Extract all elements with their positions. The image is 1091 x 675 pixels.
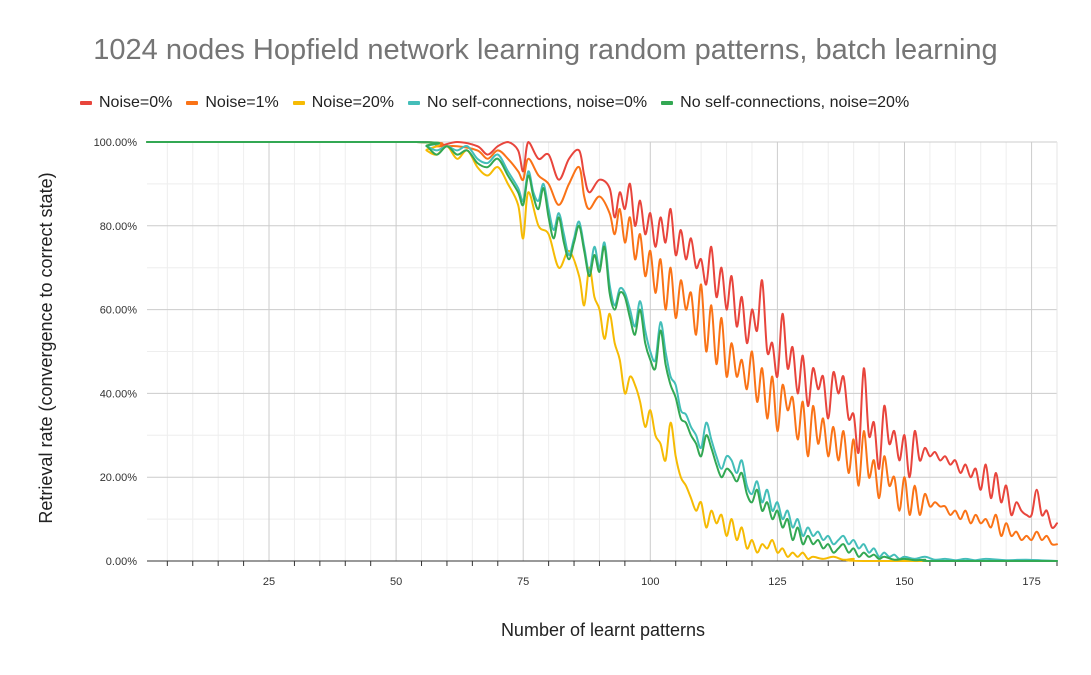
x-axis-label: Number of learnt patterns — [501, 620, 705, 640]
legend-swatch — [408, 101, 421, 105]
x-tick-label: 25 — [263, 576, 275, 588]
x-tick-label: 125 — [768, 576, 786, 588]
x-tick-label: 150 — [895, 576, 913, 588]
series-lines — [146, 140, 1058, 563]
x-tick-label: 100 — [641, 576, 659, 588]
y-tick-label: 100.00% — [94, 137, 138, 149]
legend-item-noise-1[interactable]: Noise=1% — [186, 94, 279, 112]
y-axis-label: Retrieval rate (convergence to correct s… — [36, 172, 56, 523]
series-line-1 — [146, 140, 1058, 546]
legend: Noise=0% Noise=1% Noise=20% No self-conn… — [80, 92, 923, 114]
y-tick-label: 20.00% — [100, 472, 138, 484]
x-tick-label: 175 — [1022, 576, 1040, 588]
legend-swatch — [661, 101, 674, 105]
legend-swatch — [80, 101, 92, 105]
legend-item-noise-20[interactable]: Noise=20% — [292, 94, 395, 112]
legend-swatch — [186, 101, 199, 105]
x-tick-label: 75 — [517, 576, 529, 588]
legend-swatch — [292, 101, 305, 105]
series-line-0 — [146, 140, 1058, 529]
legend-label: No self-connections, noise=20% — [680, 94, 910, 111]
legend-label: Noise=0% — [99, 94, 173, 111]
y-tick-label: 80.00% — [100, 221, 138, 233]
legend-label: Noise=1% — [205, 94, 279, 111]
legend-label: Noise=20% — [311, 94, 395, 111]
chart-title: 1024 nodes Hopfield network learning ran… — [93, 34, 998, 66]
legend-label: No self-connections, noise=0% — [427, 94, 648, 111]
legend-item-noise-0[interactable]: Noise=0% — [80, 94, 172, 112]
series-line-3 — [146, 140, 1058, 562]
y-tick-label: 60.00% — [100, 305, 138, 317]
legend-item-no-self-noise-20[interactable]: No self-connections, noise=20% — [661, 94, 909, 112]
series-line-2 — [146, 140, 1058, 563]
legend-item-no-self-noise-0[interactable]: No self-connections, noise=0% — [408, 94, 647, 112]
y-tick-label: 40.00% — [100, 388, 138, 400]
y-tick-label: 0.00% — [106, 556, 137, 568]
x-tick-label: 50 — [390, 576, 402, 588]
axes: 0.00% 20.00% 40.00% 60.00% 80.00% 100.00% 25 50… — [94, 137, 1058, 588]
grid — [147, 141, 1058, 561]
series-line-4 — [146, 140, 1058, 563]
